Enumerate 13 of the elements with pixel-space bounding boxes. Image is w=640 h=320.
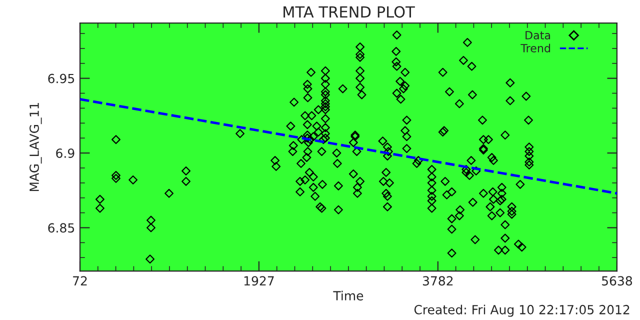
y-tick-label: 6.9 (56, 148, 74, 158)
text: Created: Fri Aug 10 22:17:05 2012 (414, 304, 630, 317)
y-axis-title: MAG_LAVG_11 (30, 102, 42, 192)
x-tick-label: 72 (73, 276, 87, 286)
x-tick-label: 1927 (244, 276, 274, 286)
x-tick-label: 5638 (602, 276, 632, 286)
x-tick-label: 3782 (422, 276, 453, 286)
legend-label: Data (526, 31, 550, 40)
y-tick-label: 6.95 (48, 74, 74, 84)
chart-title: MTA TREND PLOT (284, 6, 415, 18)
legend-label: Trend (520, 44, 550, 52)
y-tick-label: 6.85 (48, 223, 74, 233)
x-axis-title: Time (333, 290, 364, 300)
